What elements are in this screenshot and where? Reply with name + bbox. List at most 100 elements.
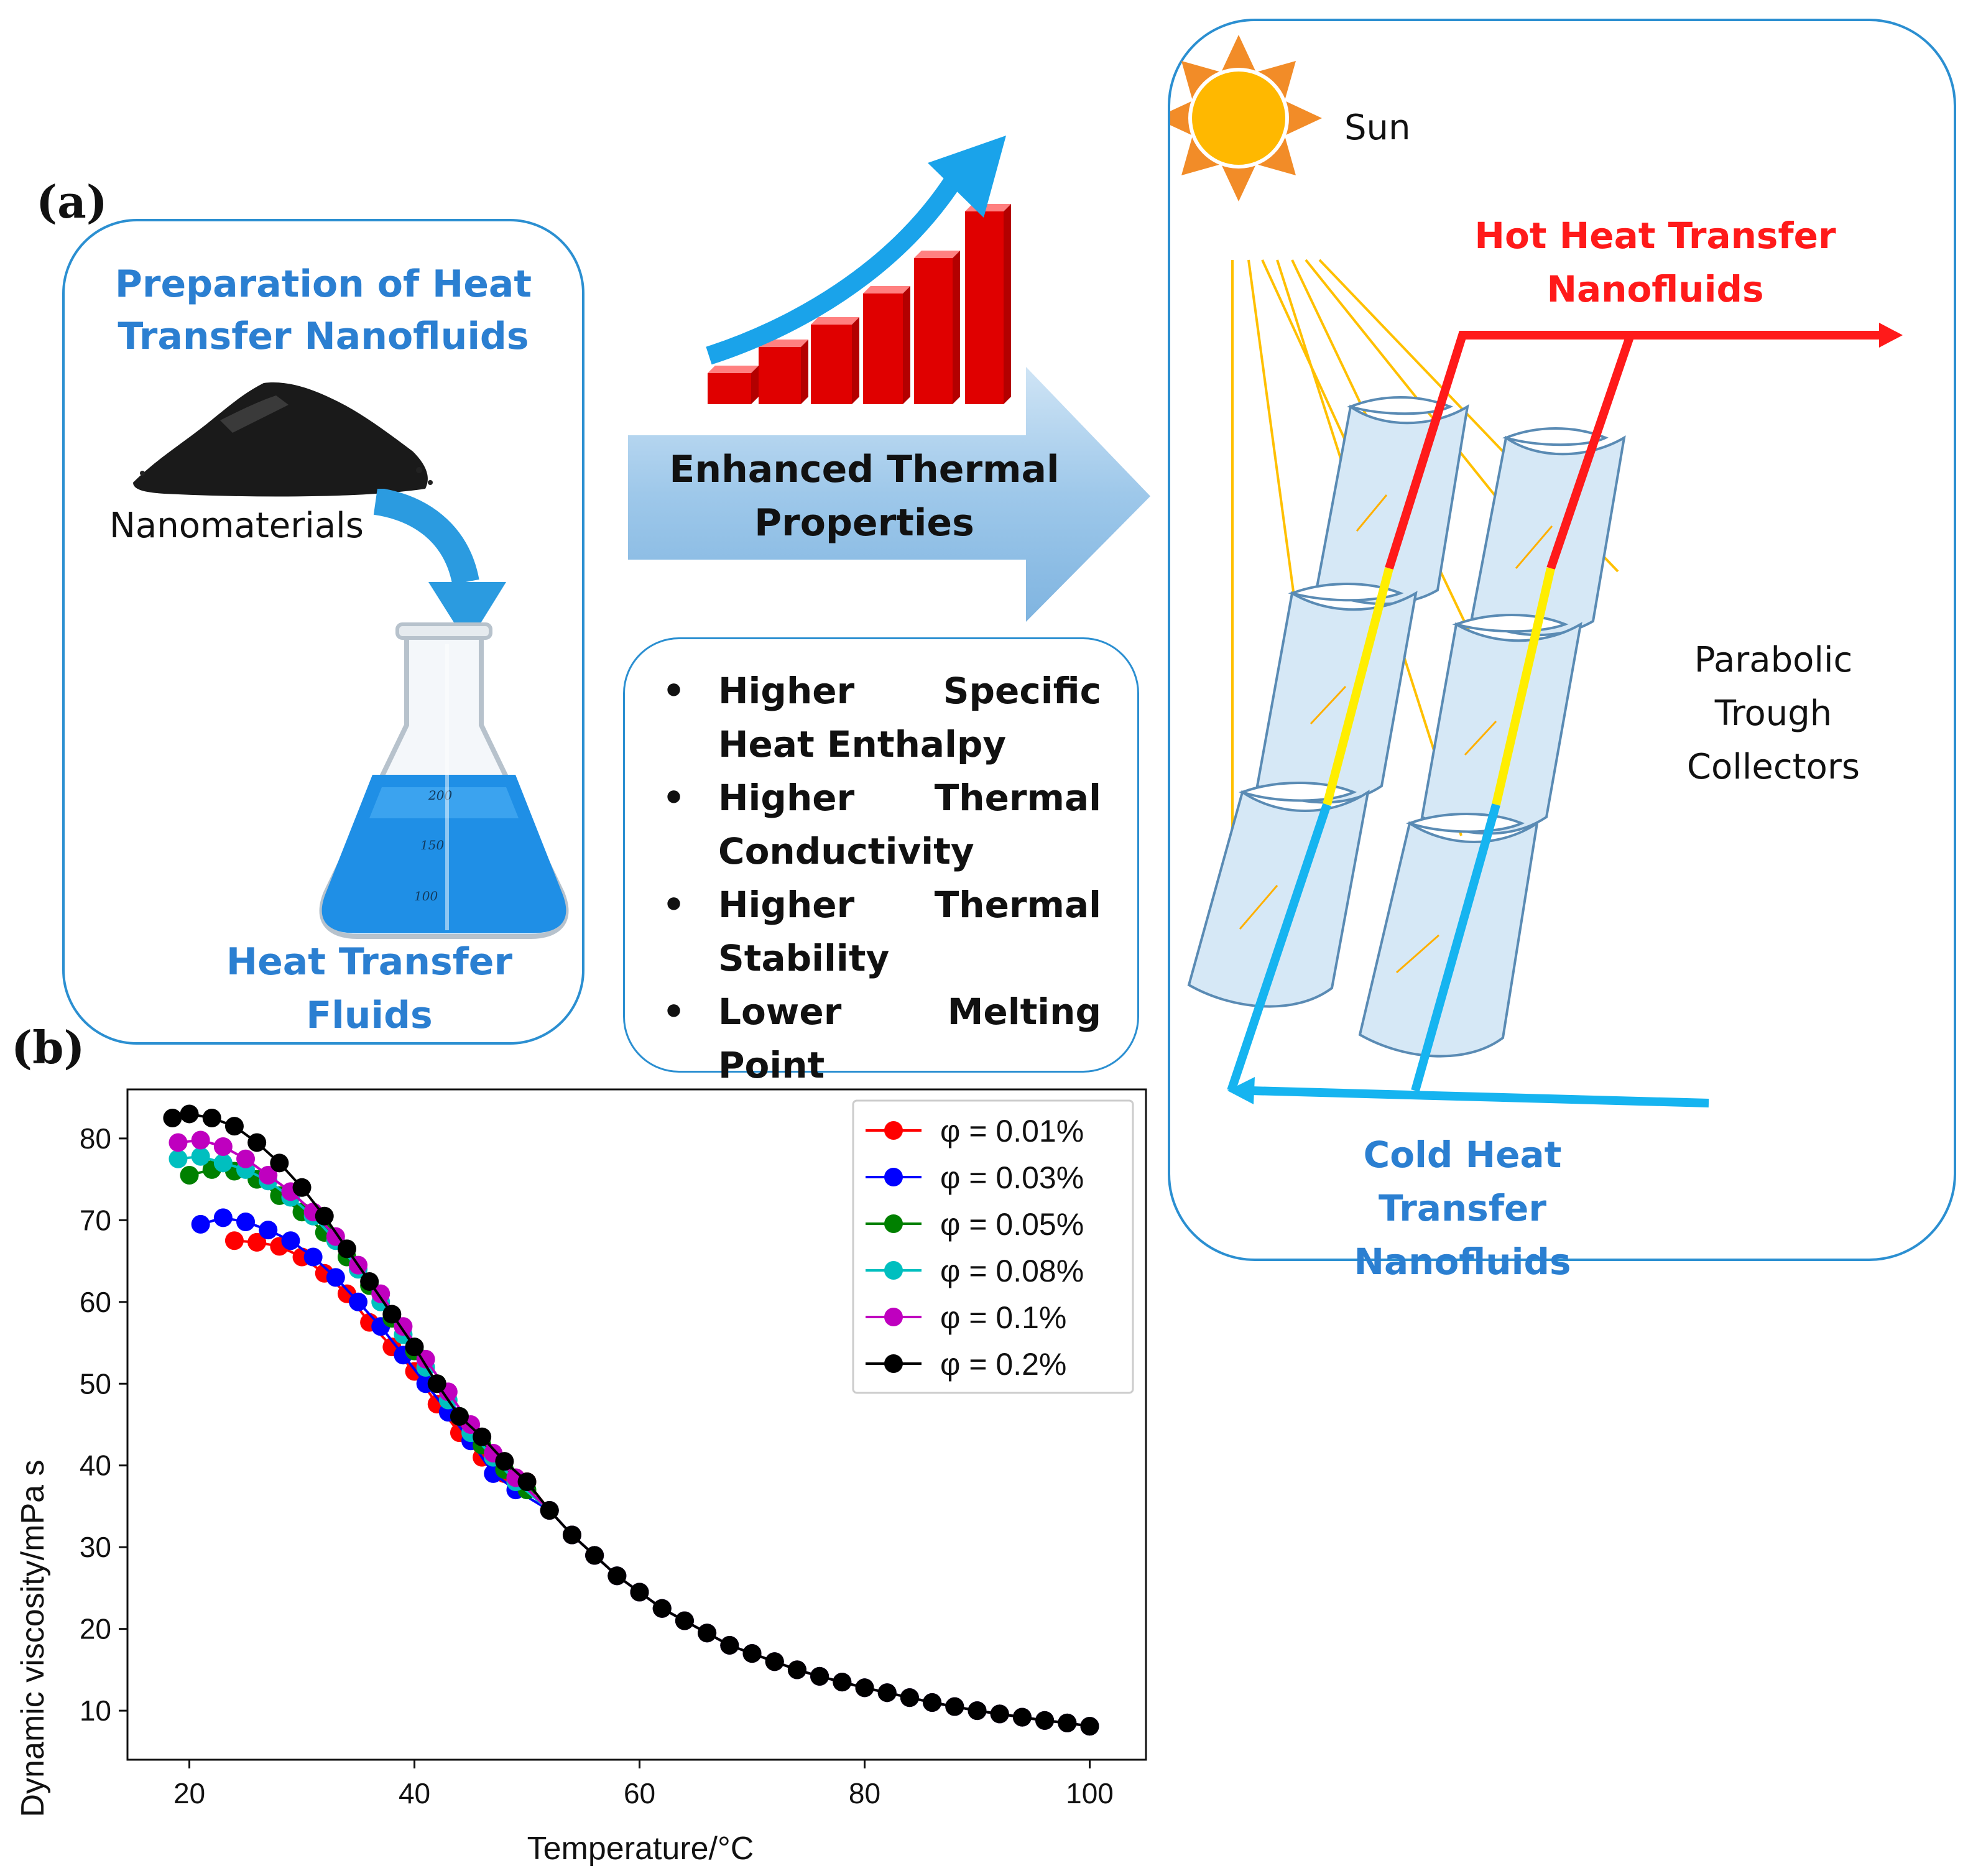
legend-swatch-marker — [884, 1261, 903, 1280]
growth-bars — [708, 204, 1011, 404]
legend-box — [852, 1099, 1134, 1394]
data-point — [562, 1525, 581, 1545]
parabolic-trough-label: Parabolic Trough Collectors — [1655, 634, 1892, 794]
data-point — [337, 1239, 356, 1259]
data-point — [416, 1349, 435, 1369]
y-tick-label: 40 — [80, 1449, 111, 1482]
data-point — [607, 1566, 627, 1586]
y-tick-label: 50 — [80, 1367, 111, 1400]
nanomaterial-powder-icon — [133, 382, 433, 497]
pipe-yellow-segment — [1323, 567, 1555, 806]
growth-bar-chart-icon — [706, 136, 1011, 404]
preparation-title-line1: Preparation of Heat — [114, 262, 532, 306]
nanomaterials-label: Nanomaterials — [109, 506, 364, 546]
flask-icon: 200 150 100 — [319, 622, 569, 939]
data-point — [349, 1292, 368, 1311]
property-item-specific-heat: Higher Specific Heat Enthalpy — [625, 664, 1101, 771]
data-point — [923, 1693, 942, 1712]
data-point — [517, 1472, 537, 1492]
data-point — [191, 1130, 210, 1150]
data-point — [877, 1683, 897, 1703]
y-tick-label: 10 — [80, 1694, 111, 1727]
legend-label: φ = 0.05% — [940, 1207, 1084, 1242]
hot-flow-arrowhead — [1879, 323, 1903, 348]
cold-label-line2: Nanofluids — [1354, 1241, 1571, 1283]
data-point — [810, 1666, 829, 1686]
down-curved-arrow-icon — [373, 489, 506, 644]
collector-label-line1: Parabolic — [1694, 640, 1853, 680]
data-point — [495, 1452, 514, 1471]
cold-label-line1: Cold Heat Transfer — [1363, 1134, 1562, 1229]
x-tick-label: 80 — [849, 1777, 880, 1809]
data-point — [292, 1178, 312, 1197]
chart-legend: φ = 0.01% φ = 0.03% φ = 0.05% φ = 0.08% φ = … — [852, 1099, 1134, 1394]
data-point — [585, 1546, 604, 1565]
heat-transfer-fluids-label: Heat Transfer Fluids — [226, 940, 513, 1037]
data-point — [698, 1624, 717, 1643]
enhanced-properties-arrow — [628, 367, 1150, 622]
hot-nanofluids-label: Hot Heat Transfer Nanofluids — [1469, 209, 1842, 316]
properties-list: Higher Specific Heat Enthalpy Higher The… — [625, 664, 1101, 1092]
legend-label: φ = 0.1% — [940, 1300, 1066, 1335]
data-point — [405, 1338, 424, 1357]
chart-series — [163, 1104, 1099, 1736]
legend-label: φ = 0.2% — [940, 1347, 1066, 1382]
data-point — [191, 1214, 210, 1234]
data-point — [213, 1153, 233, 1173]
data-point — [473, 1427, 492, 1446]
data-point — [742, 1644, 762, 1663]
collector-box: Sun Hot Heat Transfer Nanofluids Parabol… — [1168, 19, 1956, 1283]
data-point — [224, 1231, 244, 1250]
sun-label: Sun — [1344, 108, 1411, 148]
reflected-ray-arrows — [1239, 494, 1553, 974]
data-point — [259, 1166, 278, 1185]
preparation-title-line2: Transfer Nanofluids — [118, 315, 529, 358]
data-point — [450, 1407, 469, 1426]
legend-swatch-marker — [884, 1354, 903, 1373]
enhanced-properties-label: Enhanced Thermal Properties — [628, 443, 1101, 550]
data-point — [900, 1688, 919, 1707]
data-point — [630, 1583, 649, 1602]
data-point — [855, 1678, 874, 1698]
panel-b-label: (b) — [11, 1021, 85, 1074]
legend-swatch-marker — [884, 1168, 903, 1186]
data-point — [945, 1697, 964, 1716]
y-tick-label: 70 — [80, 1204, 111, 1236]
y-axis-label: Dynamic viscosity/mPa s — [15, 1460, 51, 1818]
data-point — [765, 1652, 784, 1671]
property-item-melting-point: Lower Melting Point — [625, 985, 1101, 1092]
data-point — [1012, 1707, 1032, 1727]
data-point — [427, 1374, 446, 1393]
legend-label: φ = 0.03% — [940, 1160, 1084, 1195]
y-tick-label: 20 — [80, 1613, 111, 1645]
x-tick-label: 60 — [624, 1777, 655, 1809]
data-point — [540, 1501, 559, 1520]
data-point — [247, 1133, 267, 1152]
data-point — [675, 1611, 694, 1630]
data-point — [360, 1272, 379, 1291]
legend-swatch-marker — [884, 1121, 903, 1140]
y-tick-label: 60 — [80, 1286, 111, 1318]
data-point — [169, 1133, 188, 1152]
data-point — [720, 1635, 739, 1655]
series-5 — [163, 1104, 1099, 1736]
sun-icon — [1170, 35, 1322, 201]
cold-pipe — [1227, 803, 1709, 1107]
collector-diagram — [1170, 35, 1903, 1107]
hot-label-line1: Hot Heat Transfer — [1474, 215, 1836, 257]
data-point — [236, 1212, 256, 1231]
plot-frame — [126, 1088, 1147, 1761]
y-tick-label: 80 — [80, 1122, 111, 1155]
data-point — [382, 1305, 402, 1324]
chart-axes: 20 40 60 80 100 10 20 30 40 50 60 70 80 — [80, 1088, 1147, 1809]
enhanced-properties-line1: Enhanced Thermal — [669, 448, 1060, 491]
property-item-thermal-stability: Higher Thermal Stability — [625, 878, 1101, 985]
data-point — [652, 1599, 672, 1618]
legend-swatch-marker — [884, 1214, 903, 1233]
data-point — [1080, 1717, 1099, 1736]
x-axis-label: Temperature/°C — [527, 1831, 754, 1867]
flask-mark-100: 100 — [414, 889, 438, 903]
data-point — [326, 1268, 345, 1287]
data-point — [787, 1660, 806, 1680]
